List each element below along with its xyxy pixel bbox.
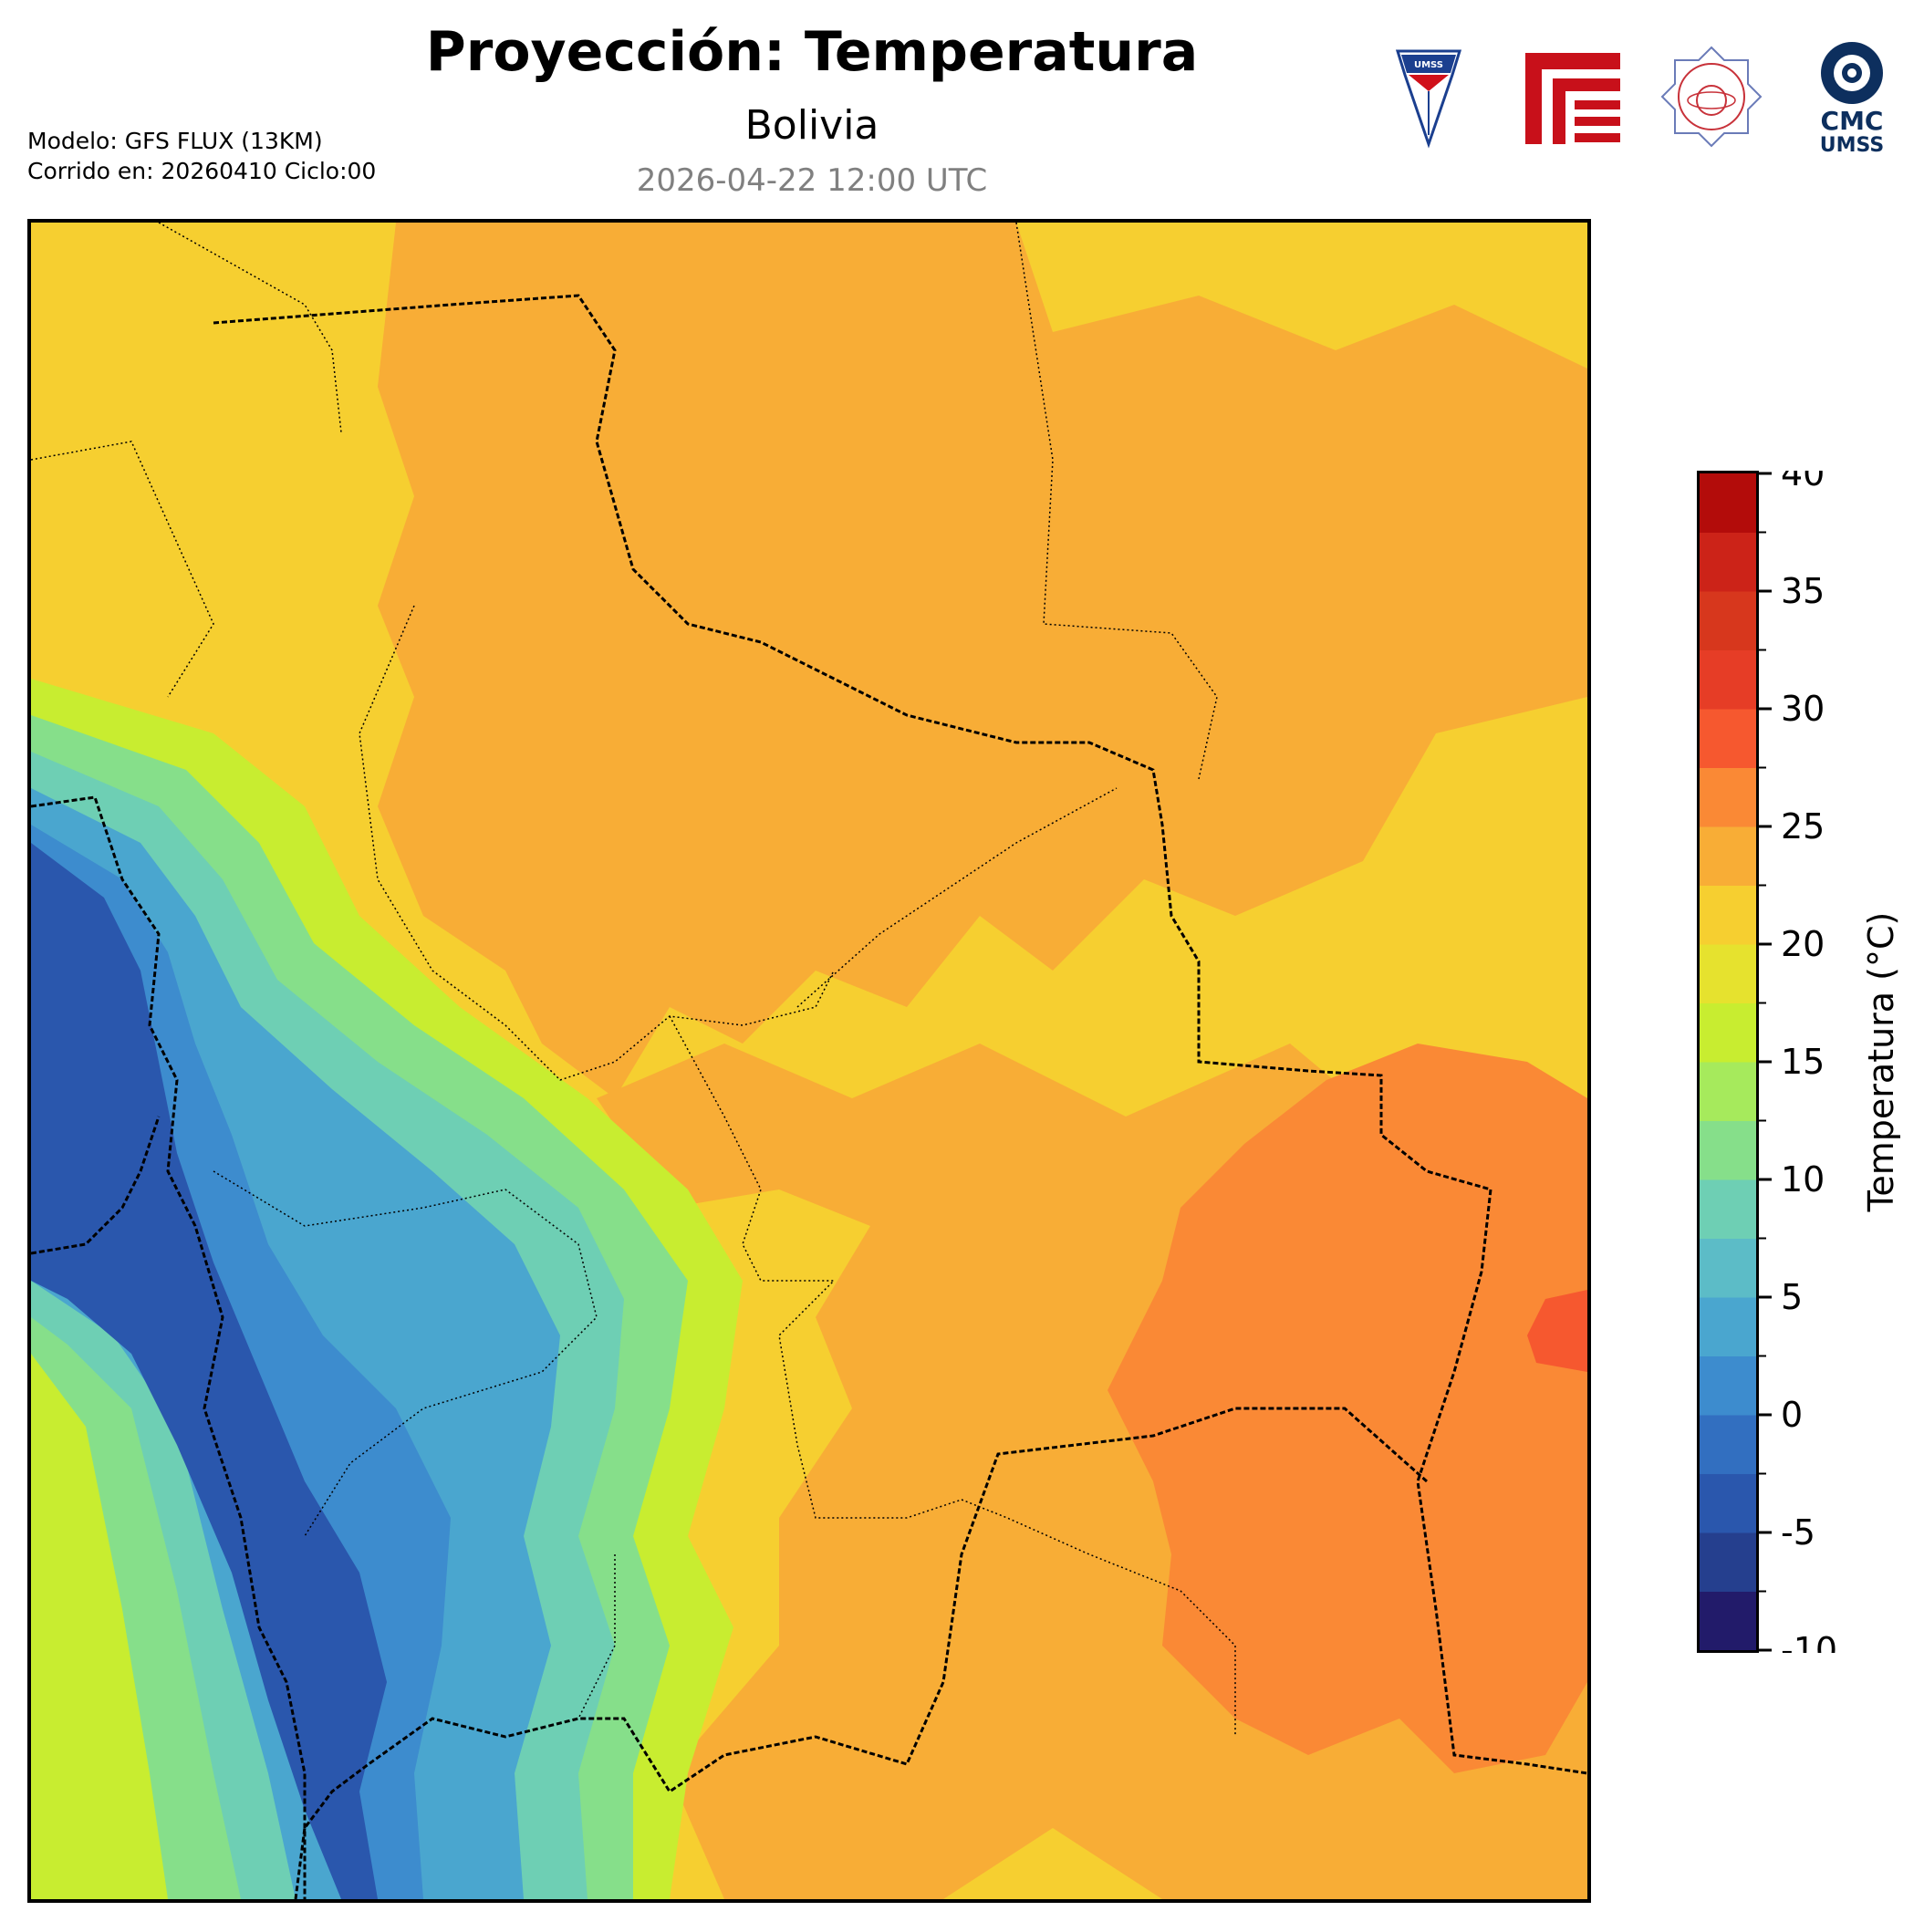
chart-title: Proyección: Temperatura: [425, 20, 1199, 84]
colorbar-level-17: [1700, 591, 1756, 650]
colorbar-level-3: [1700, 1415, 1756, 1474]
colorbar-level-13: [1700, 826, 1756, 886]
colorbar-tick-label: 25: [1781, 806, 1825, 847]
colorbar-level-7: [1700, 1179, 1756, 1239]
colorbar-level-4: [1700, 1356, 1756, 1416]
run-info: Modelo: GFS FLUX (13KM) Corrido en: 2026…: [27, 126, 376, 186]
colorbar-tick-label: 10: [1781, 1159, 1825, 1200]
temperature-map: [27, 219, 1591, 1903]
cmc-text: CMC: [1821, 106, 1884, 136]
institution-logos: UMSS CMC UMSS: [1396, 42, 1884, 155]
cmc-subtext: UMSS: [1820, 134, 1884, 155]
model-line: Modelo: GFS FLUX (13KM): [27, 128, 323, 154]
colorbar-level-9: [1700, 1062, 1756, 1121]
colorbar-ticks: -10 -5 0 5 10 15 20 25 30 35 40: [1759, 471, 1837, 1653]
valid-time: 2026-04-22 12:00 UTC: [636, 162, 988, 199]
region-subtitle: Bolivia: [744, 102, 879, 149]
colorbar-tick-label: -5: [1781, 1512, 1815, 1553]
admin-borders: [31, 223, 1236, 1737]
colorbar-tick-label: 15: [1781, 1042, 1825, 1082]
colorbar-tick-label: 20: [1781, 924, 1825, 964]
run-line: Corrido en: 20260410 Ciclo:00: [27, 158, 377, 184]
colorbar-level-18: [1700, 532, 1756, 592]
hottest-spot-east: [1527, 1290, 1587, 1372]
umss-shield-text: UMSS: [1414, 60, 1443, 70]
colorbar-tick-label: 0: [1781, 1395, 1803, 1435]
fisica-seal-logo: [1660, 46, 1763, 148]
map-canvas: [31, 223, 1587, 1899]
hotter-zone-east: [1108, 1044, 1587, 1773]
bolivia-border: [31, 294, 1587, 1899]
colorbar-tick-label: 35: [1781, 571, 1825, 611]
colorbar: [1697, 471, 1759, 1653]
colorbar-level-19: [1700, 473, 1756, 533]
hot-zone-north: [378, 223, 1587, 1098]
colorbar-tick-label: 40: [1781, 471, 1825, 493]
colorbar-level-14: [1700, 767, 1756, 827]
colorbar-level-11: [1700, 944, 1756, 1003]
colorbar-label: Temperatura (°C): [1861, 911, 1901, 1212]
colorbar-level-0: [1700, 1591, 1756, 1650]
colorbar-tick-label: -10: [1781, 1630, 1837, 1653]
colorbar-level-6: [1700, 1238, 1756, 1298]
colorbar-level-12: [1700, 885, 1756, 945]
colorbar-level-16: [1700, 649, 1756, 710]
colorbar-level-10: [1700, 1002, 1756, 1063]
colorbar-level-2: [1700, 1473, 1756, 1533]
cmc-umss-logo: CMC UMSS: [1820, 42, 1884, 155]
cold-core-zone: [31, 843, 387, 1899]
colorbar-level-5: [1700, 1297, 1756, 1356]
red-emblem-logo: [1525, 53, 1620, 144]
umss-shield-logo: UMSS: [1396, 49, 1462, 149]
colorbar-level-1: [1700, 1532, 1756, 1592]
colorbar-tick-label: 30: [1781, 689, 1825, 729]
colorbar-tick-label: 5: [1781, 1277, 1803, 1317]
colorbar-level-8: [1700, 1120, 1756, 1180]
colorbar-level-15: [1700, 709, 1756, 768]
